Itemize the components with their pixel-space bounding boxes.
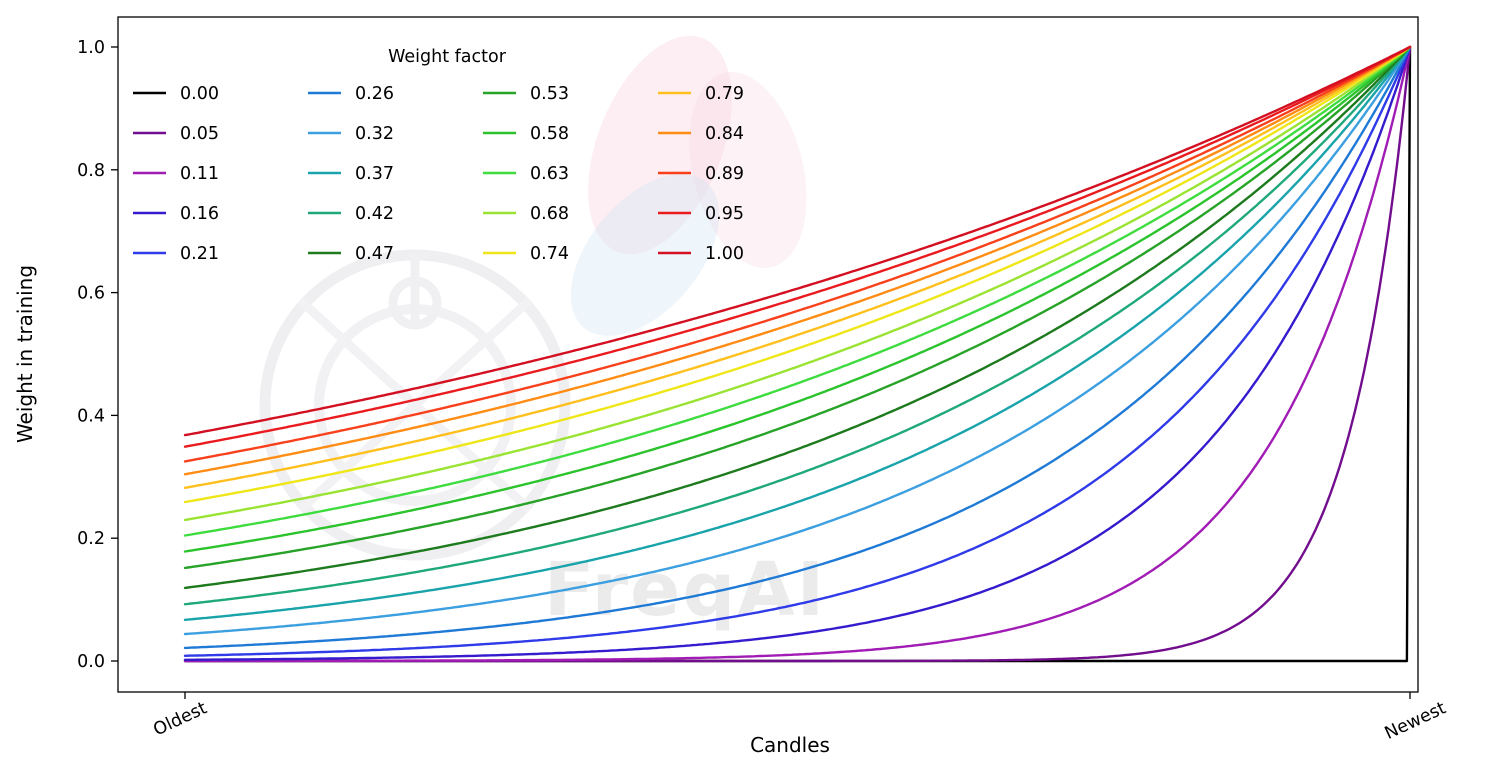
series-line-0.47 [183, 45, 1412, 590]
series-line-0.37 [183, 45, 1412, 621]
watermark-petal-pink-2 [689, 72, 807, 268]
legend-label: 0.63 [530, 164, 569, 184]
legend-label: 0.84 [705, 124, 744, 144]
legend-label: 0.95 [705, 204, 744, 224]
series-line-0.26 [183, 45, 1412, 650]
legend-item-0.74: 0.74 [483, 244, 569, 264]
legend-item-0.63: 0.63 [483, 164, 569, 184]
legend-item-0.00: 0.00 [133, 84, 219, 104]
legend-label: 0.11 [180, 164, 219, 184]
legend-item-0.68: 0.68 [483, 204, 569, 224]
legend-label: 0.16 [180, 204, 219, 224]
series-line-0.84 [183, 45, 1412, 476]
legend-label: 0.32 [355, 124, 394, 144]
x-tick-label-newest: Newest [1382, 698, 1449, 744]
legend-label: 1.00 [705, 244, 744, 264]
legend-label: 0.53 [530, 84, 569, 104]
series-line-0.89 [183, 45, 1412, 463]
legend-label: 0.26 [355, 84, 394, 104]
legend-label: 0.79 [705, 84, 744, 104]
series-line-0.63 [183, 45, 1412, 537]
series-line-0.21 [183, 45, 1412, 657]
legend-item-0.37: 0.37 [308, 164, 394, 184]
legend-item-0.47: 0.47 [308, 244, 394, 264]
series-lines-group [183, 45, 1412, 663]
legend-item-0.89: 0.89 [658, 164, 744, 184]
y-tick-label: 0.8 [77, 161, 105, 181]
series-line-1.00 [183, 45, 1412, 437]
series-line-0.79 [183, 45, 1412, 489]
legend-item-0.26: 0.26 [308, 84, 394, 104]
legend-label: 0.37 [355, 164, 394, 184]
legend-label: 0.58 [530, 124, 569, 144]
series-line-0.16 [183, 45, 1412, 661]
plot-border [117, 16, 1419, 693]
watermark-text: FreqAI [544, 547, 826, 633]
legend-item-0.21: 0.21 [133, 244, 219, 264]
x-tick-label-oldest: Oldest [150, 698, 210, 740]
legend-label: 0.00 [180, 84, 219, 104]
y-tick-label: 0.2 [77, 529, 105, 549]
x-axis-label: Candles [750, 733, 830, 757]
series-line-0.11 [183, 45, 1412, 663]
watermark-petal-blue [570, 174, 720, 336]
series-line-0.95 [183, 45, 1412, 448]
legend-label: 0.89 [705, 164, 744, 184]
legend-item-0.84: 0.84 [658, 124, 744, 144]
legend-label: 0.74 [530, 244, 569, 264]
y-axis-label: Weight in training [13, 265, 37, 443]
watermark-petal-pink [588, 35, 732, 255]
legend-item-0.53: 0.53 [483, 84, 569, 104]
legend-label: 0.68 [530, 204, 569, 224]
legend-item-1.00: 1.00 [658, 244, 744, 264]
legend-title: Weight factor [388, 47, 507, 67]
y-tick-label: 0.4 [77, 406, 105, 426]
series-line-0.74 [183, 45, 1412, 504]
watermark-group: FreqAI [259, 35, 826, 633]
series-line-0.42 [183, 45, 1412, 606]
y-tick-label: 1.0 [77, 38, 105, 58]
series-line-0.68 [183, 45, 1412, 522]
legend-item-0.05: 0.05 [133, 124, 219, 144]
legend-item-0.11: 0.11 [133, 164, 219, 184]
legend-item-0.32: 0.32 [308, 124, 394, 144]
legend-item-0.79: 0.79 [658, 84, 744, 104]
legend-label: 0.05 [180, 124, 219, 144]
y-tick-label: 0.0 [77, 652, 105, 672]
y-tick-label: 0.6 [77, 284, 105, 304]
legend-item-0.16: 0.16 [133, 204, 219, 224]
series-line-0.58 [183, 45, 1412, 553]
legend-item-0.95: 0.95 [658, 204, 744, 224]
legend-item-0.42: 0.42 [308, 204, 394, 224]
legend: Weight factor 0.00 0.05 0.11 0.16 0.21 0.26 0.3… [133, 47, 744, 264]
series-line-0.53 [183, 45, 1412, 570]
legend-label: 0.21 [180, 244, 219, 264]
legend-label: 0.42 [355, 204, 394, 224]
series-line-0.32 [183, 45, 1412, 636]
legend-item-0.58: 0.58 [483, 124, 569, 144]
legend-label: 0.47 [355, 244, 394, 264]
